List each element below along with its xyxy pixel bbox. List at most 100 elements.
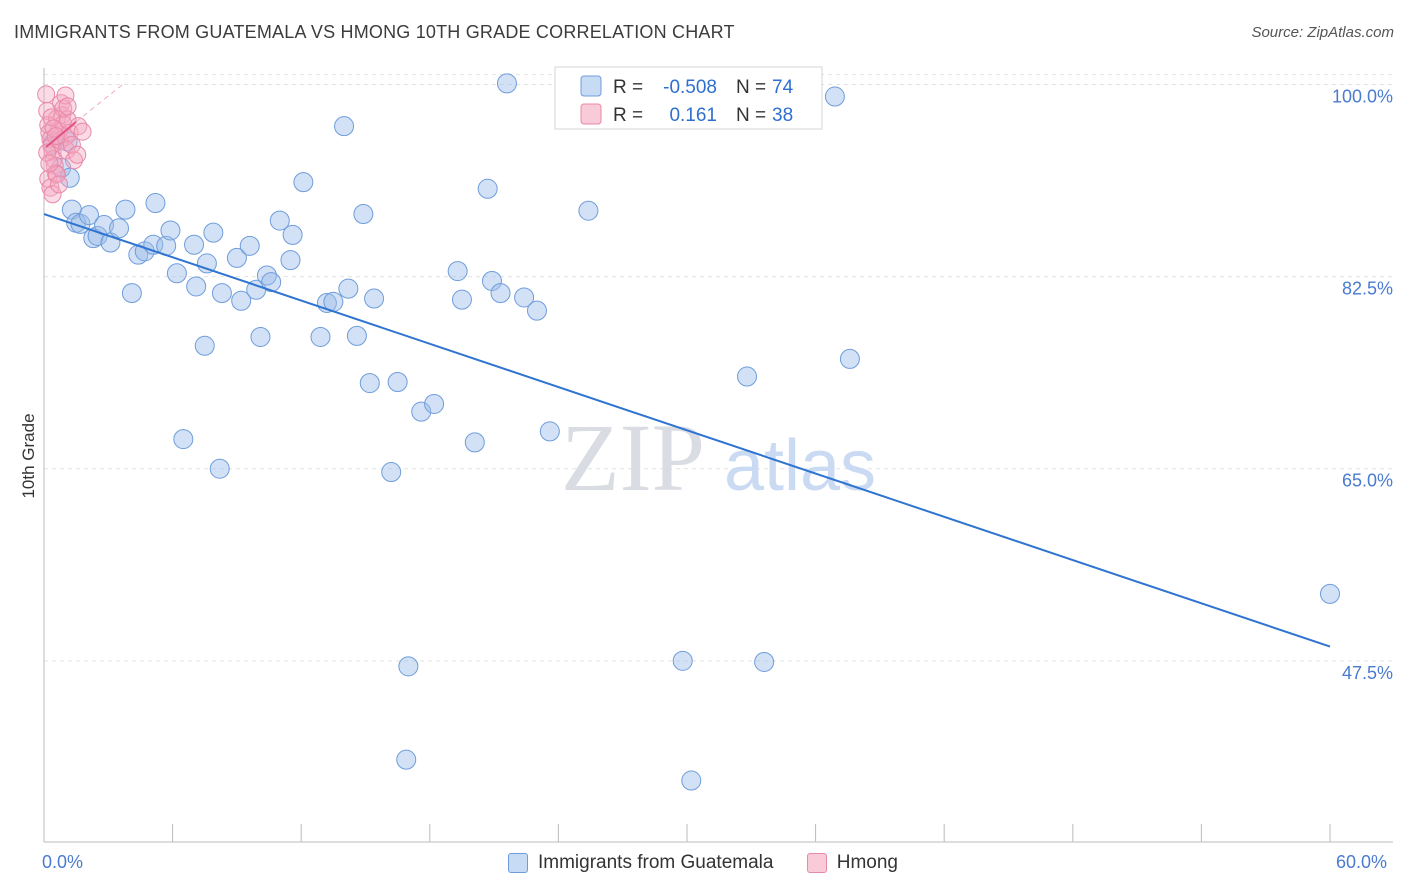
hmong-point-37 (68, 145, 87, 164)
guatemala-point-41 (310, 326, 331, 347)
guatemala-point-40 (293, 172, 314, 193)
guatemala-point-68 (681, 770, 702, 791)
guatemala-point-56 (447, 261, 468, 282)
guatemala-point-62 (496, 73, 517, 94)
r-label-2: R = (613, 105, 643, 126)
series-legend: Immigrants from Guatemala Hmong (0, 852, 1406, 879)
guatemala-point-44 (334, 116, 355, 137)
hmong-point-33 (44, 119, 63, 138)
guatemala-point-55 (424, 393, 445, 414)
hmong-point-32 (42, 108, 61, 127)
r-label-1: R = (613, 77, 643, 98)
r-value-2: 0.161 (669, 105, 717, 126)
guatemala-point-36 (261, 272, 282, 293)
guatemala-point-21 (166, 263, 187, 284)
hmong-point-0 (37, 85, 56, 104)
guatemala-point-49 (364, 288, 385, 309)
legend-swatch-hmong (580, 103, 602, 125)
guatemala-point-71 (839, 348, 860, 369)
guatemala-point-70 (754, 651, 775, 672)
guatemala-point-45 (338, 278, 359, 299)
n-value-1: 74 (772, 77, 794, 98)
guatemala-point-59 (477, 178, 498, 199)
y-tick-label-3: 47.5% (1342, 663, 1393, 683)
guatemala-point-72 (824, 86, 845, 107)
guatemala-point-73 (1320, 583, 1340, 604)
hmong-trend-line (45, 121, 77, 148)
guatemala-point-39 (282, 224, 303, 245)
hmong-point-26 (50, 175, 69, 194)
guatemala-point-14 (121, 283, 142, 304)
x-tick-label-max: 60.0% (1336, 852, 1388, 872)
guatemala-point-65 (539, 421, 560, 442)
guatemala-point-32 (239, 235, 260, 256)
hmong-point-28 (56, 86, 75, 105)
guatemala-point-53 (396, 749, 417, 770)
guatemala-point-47 (353, 204, 374, 225)
guatemala-point-60 (481, 270, 502, 291)
hmong-point-20 (62, 135, 81, 154)
y-tick-labels: 100.0% 82.5% 65.0% 47.5% (1332, 86, 1393, 682)
guatemala-point-67 (672, 650, 693, 671)
guatemala-point-63 (514, 287, 535, 308)
guatemala-point-54 (411, 401, 432, 422)
guatemala-point-69 (737, 366, 758, 387)
hmong-trend-extension (75, 81, 126, 123)
trend-lines (43, 81, 1331, 648)
guatemala-point-37 (269, 210, 290, 231)
guatemala-point-23 (184, 234, 205, 255)
stats-legend: R = -0.508 N = 74 R = 0.161 N = 38 (554, 66, 823, 130)
y-axis-label: 10th Grade (19, 413, 38, 498)
guatemala-point-34 (250, 326, 271, 347)
watermark: ZIP atlas (561, 404, 876, 511)
legend-swatch-pink (806, 853, 827, 873)
guatemala-point-48 (359, 373, 380, 394)
hmong-point-30 (38, 143, 57, 162)
hmong-point-31 (40, 154, 59, 173)
guatemala-point-27 (203, 222, 224, 243)
guatemala-point-29 (209, 458, 230, 479)
watermark-atlas: atlas (724, 426, 876, 506)
n-label-2: N = (736, 105, 766, 126)
guatemala-point-50 (381, 462, 402, 483)
guatemala-trend-line (43, 213, 1331, 648)
guatemala-point-57 (451, 289, 472, 310)
watermark-zip: ZIP (561, 404, 705, 511)
x-tick-label-min: 0.0% (42, 852, 84, 872)
guatemala-point-58 (464, 432, 485, 453)
guatemala-point-51 (387, 371, 408, 392)
hmong-point-24 (43, 185, 62, 204)
guatemala-point-24 (186, 276, 207, 297)
chart-source: Source: ZipAtlas.com (1251, 24, 1394, 41)
data-points (37, 73, 1340, 791)
guatemala-point-12 (109, 218, 130, 239)
r-value-1: -0.508 (663, 77, 717, 98)
legend-swatch-guatemala (580, 75, 602, 97)
gridlines (44, 74, 1393, 662)
guatemala-point-26 (194, 335, 215, 356)
guatemala-point-46 (346, 325, 367, 346)
axes (43, 68, 1393, 843)
hmong-point-17 (57, 141, 76, 160)
n-value-2: 38 (772, 105, 793, 126)
guatemala-point-18 (145, 193, 166, 214)
guatemala-point-30 (226, 247, 247, 268)
chart-title: IMMIGRANTS FROM GUATEMALA VS HMONG 10TH … (14, 22, 735, 42)
hmong-point-29 (58, 97, 77, 116)
legend-item-hmong: Hmong (806, 852, 898, 874)
guatemala-point-64 (526, 300, 547, 321)
guatemala-point-28 (211, 283, 232, 304)
legend-swatch-blue (508, 853, 528, 873)
n-label-1: N = (736, 77, 766, 98)
guatemala-point-31 (231, 290, 252, 311)
guatemala-point-7 (79, 205, 100, 226)
hmong-point-34 (46, 127, 65, 146)
y-tick-label-0: 100.0% (1332, 86, 1393, 106)
guatemala-point-20 (160, 220, 181, 241)
guatemala-point-66 (578, 200, 599, 221)
guatemala-point-61 (490, 283, 511, 304)
guatemala-point-52 (398, 656, 419, 677)
guatemala-point-22 (173, 429, 194, 450)
y-tick-label-2: 65.0% (1342, 471, 1393, 491)
